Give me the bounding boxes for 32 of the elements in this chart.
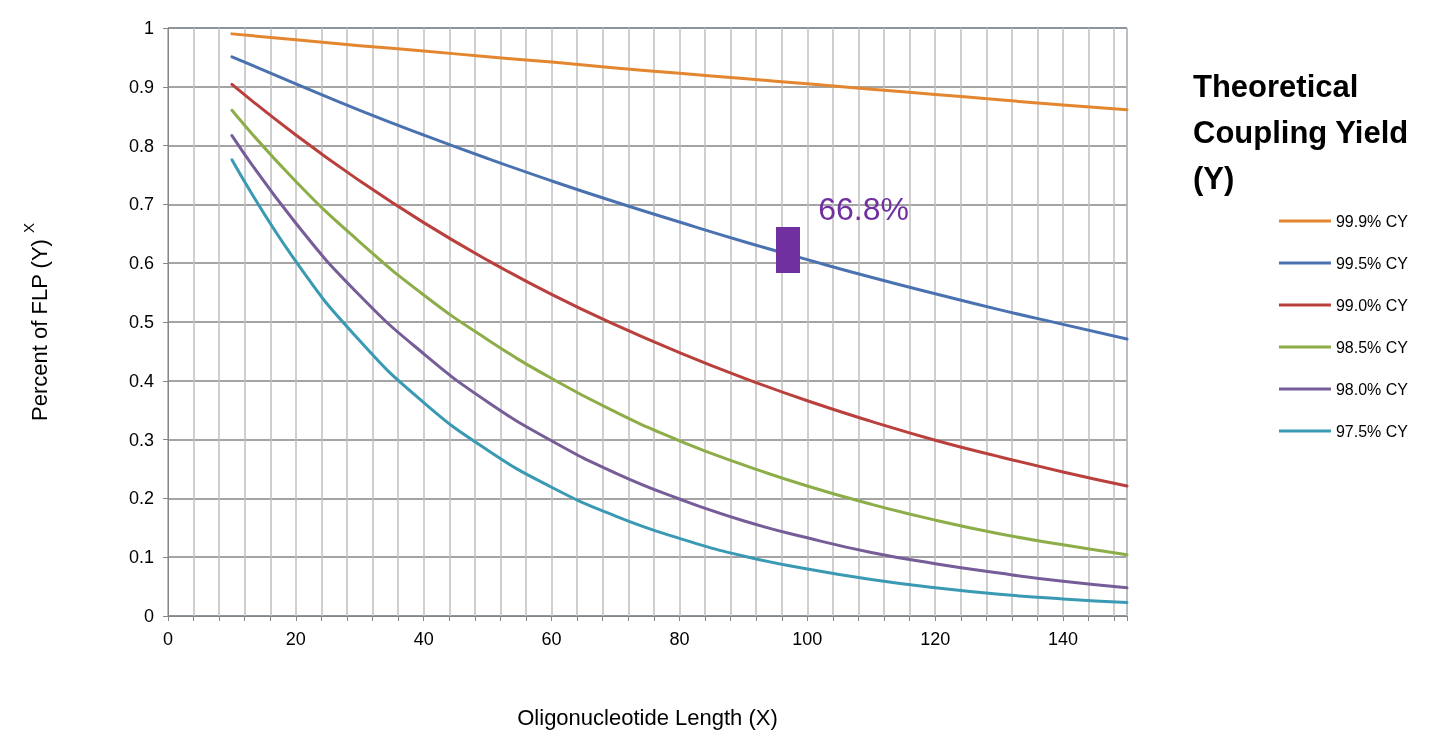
y-tick-label: 0.7	[128, 194, 154, 215]
line-series	[230, 82, 1129, 488]
y-tick-label: 0.3	[128, 429, 154, 450]
line-series	[230, 55, 1129, 341]
y-tick-label: 0.4	[128, 370, 154, 391]
line-series	[230, 32, 1129, 112]
x-tick-label: 120	[920, 629, 951, 649]
legend-label: 98.0% CY	[1335, 380, 1409, 398]
y-tick-label: 1	[143, 18, 154, 38]
legend-label: 99.9% CY	[1335, 212, 1409, 230]
y-tick-label: 0.1	[128, 547, 154, 568]
legend-label: 99.0% CY	[1335, 296, 1409, 314]
y-tick-label: 0.5	[128, 312, 154, 332]
x-tick-label: 0	[162, 629, 174, 649]
x-tick-label: 100	[792, 629, 823, 649]
y-tick-label: 0.9	[128, 76, 154, 97]
legend-title: Theoretical Coupling Yield (Y)	[1193, 68, 1417, 196]
legend-label: 97.5% CY	[1335, 422, 1409, 440]
x-tick-label: 80	[669, 629, 690, 649]
x-tick-label: 140	[1048, 629, 1079, 649]
annotation: 66.8%	[818, 191, 909, 228]
x-tick-label: 20	[285, 629, 306, 649]
x-tick-label: 60	[541, 629, 562, 649]
legend-label: 98.5% CY	[1335, 338, 1409, 356]
y-tick-label: 0	[143, 606, 154, 626]
y-tick-label: 0.8	[128, 135, 154, 156]
y-tick-label: 0.2	[128, 488, 154, 509]
x-tick-label: 40	[413, 629, 434, 649]
y-tick-label: 0.6	[128, 253, 154, 274]
y-axis-title: Percent of FLP (Y)X	[20, 222, 52, 421]
legend-label: 99.5% CY	[1335, 254, 1409, 272]
x-axis-title: Oligonucleotide Length (X)	[517, 704, 778, 730]
